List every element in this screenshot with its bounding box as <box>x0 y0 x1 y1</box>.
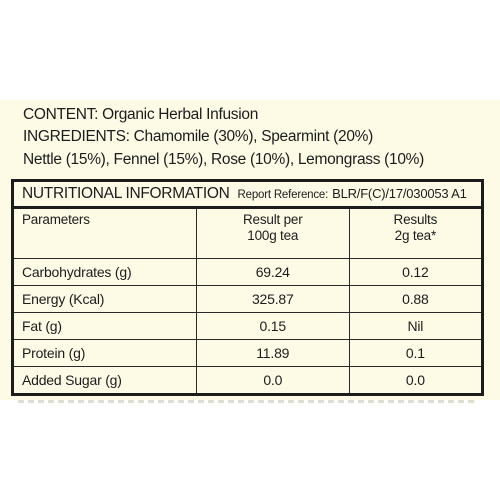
row-per-2g: Nil <box>348 312 485 340</box>
row-per-2g: 0.88 <box>348 285 485 313</box>
nutrition-table-title-row: NUTRITIONAL INFORMATION Report Reference:… <box>11 179 484 209</box>
row-parameter: Energy (Kcal) <box>11 285 197 313</box>
row-parameter: Carbohydrates (g) <box>11 258 197 286</box>
ingredients-line-1: INGREDIENTS: Chamomile (30%), Spearmint … <box>23 128 373 145</box>
header-results-line2: 2g tea* <box>394 228 437 243</box>
table-row: Protein (g) 11.89 0.1 <box>11 339 485 367</box>
nutrition-table-title-cell: NUTRITIONAL INFORMATION Report Reference:… <box>11 179 484 209</box>
nutrition-table: NUTRITIONAL INFORMATION Report Reference:… <box>11 179 485 396</box>
header-result-per-line1: Result per <box>242 212 303 227</box>
ingredients-line-2: Nettle (15%), Fennel (15%), Rose (10%), … <box>23 151 425 168</box>
report-reference-code: BLR/F(C)/17/030053 A1 <box>332 186 467 201</box>
header-result-per-line2: 100g tea <box>247 228 299 243</box>
table-row: Added Sugar (g) 0.0 0.0 <box>11 366 485 396</box>
header-parameters-label: Parameters <box>22 212 90 227</box>
row-parameter: Added Sugar (g) <box>11 366 197 396</box>
header-parameters: Parameters <box>11 207 197 259</box>
nutrition-table-title: NUTRITIONAL INFORMATION <box>22 185 230 202</box>
row-parameter: Fat (g) <box>11 312 197 340</box>
row-per-2g: 0.0 <box>348 366 485 396</box>
row-per-100g: 0.0 <box>195 366 350 396</box>
table-row: Fat (g) 0.15 Nil <box>11 312 485 340</box>
table-row: Carbohydrates (g) 69.24 0.12 <box>11 258 485 286</box>
content-line: CONTENT: Organic Herbal Infusion <box>23 106 259 123</box>
row-per-100g: 11.89 <box>195 339 350 367</box>
header-result-per-100g: Result per 100g tea <box>195 207 350 259</box>
row-parameter: Protein (g) <box>11 339 197 367</box>
row-per-2g: 0.12 <box>348 258 485 286</box>
header-results-line1: Results <box>393 212 438 227</box>
nutrition-table-header-row: Parameters Result per 100g tea Results 2… <box>11 207 485 259</box>
row-per-100g: 0.15 <box>195 312 350 340</box>
row-per-2g: 0.1 <box>348 339 485 367</box>
row-per-100g: 69.24 <box>195 258 350 286</box>
report-reference-label: Report Reference: <box>237 189 329 201</box>
cropped-footnote-text <box>18 400 478 403</box>
table-row: Energy (Kcal) 325.87 0.88 <box>11 285 485 313</box>
row-per-100g: 325.87 <box>195 285 350 313</box>
header-results-2g: Results 2g tea* <box>348 207 485 259</box>
